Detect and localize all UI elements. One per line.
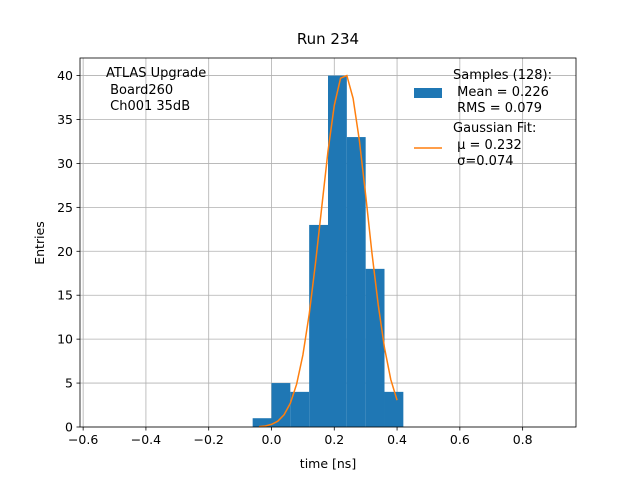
x-tick-label: −0.6 xyxy=(68,432,98,447)
y-tick-label: 25 xyxy=(57,200,73,215)
histogram-bar xyxy=(290,391,310,427)
histogram-bar xyxy=(328,75,347,428)
y-tick-label: 0 xyxy=(65,420,73,435)
y-tick-label: 20 xyxy=(57,244,73,259)
annotation: Board260 xyxy=(106,82,174,98)
legend-label: Gaussian Fit: μ = 0.232 σ=0.074 xyxy=(453,121,537,169)
x-axis-label: time [ns] xyxy=(300,456,356,471)
y-tick-label: 40 xyxy=(57,68,73,83)
y-tick-label: 10 xyxy=(57,332,73,347)
legend-label: Samples (128): Mean = 0.226 RMS = 0.079 xyxy=(453,68,552,116)
chart-title: Run 234 xyxy=(297,30,359,48)
x-tick-label: 0.2 xyxy=(324,432,344,447)
x-tick-label: −0.4 xyxy=(131,432,161,447)
x-tick-label: 0.6 xyxy=(450,432,470,447)
y-axis-label: Entries xyxy=(32,221,47,265)
fit-line xyxy=(258,74,398,428)
y-tick-label: 15 xyxy=(57,288,73,303)
histogram-bar xyxy=(309,224,328,427)
annotation: ATLAS Upgrade xyxy=(106,66,207,81)
histogram-bar xyxy=(365,268,385,427)
annotation: Ch001 35dB xyxy=(106,99,191,114)
x-tick-label: −0.2 xyxy=(194,432,224,447)
axes-frame xyxy=(79,57,577,428)
legend-swatch xyxy=(414,88,442,98)
histogram-bar xyxy=(252,418,272,427)
histogram-bar xyxy=(384,391,404,427)
x-tick-label: 0.8 xyxy=(513,432,533,447)
y-tick-label: 30 xyxy=(57,156,73,171)
y-tick-label: 5 xyxy=(65,376,73,391)
histogram-bar xyxy=(346,137,366,428)
x-tick-label: 0.0 xyxy=(262,432,282,447)
marks xyxy=(252,74,404,428)
y-tick-label: 35 xyxy=(57,112,73,127)
x-tick-label: 0.4 xyxy=(387,432,407,447)
histogram-bar xyxy=(271,383,291,427)
